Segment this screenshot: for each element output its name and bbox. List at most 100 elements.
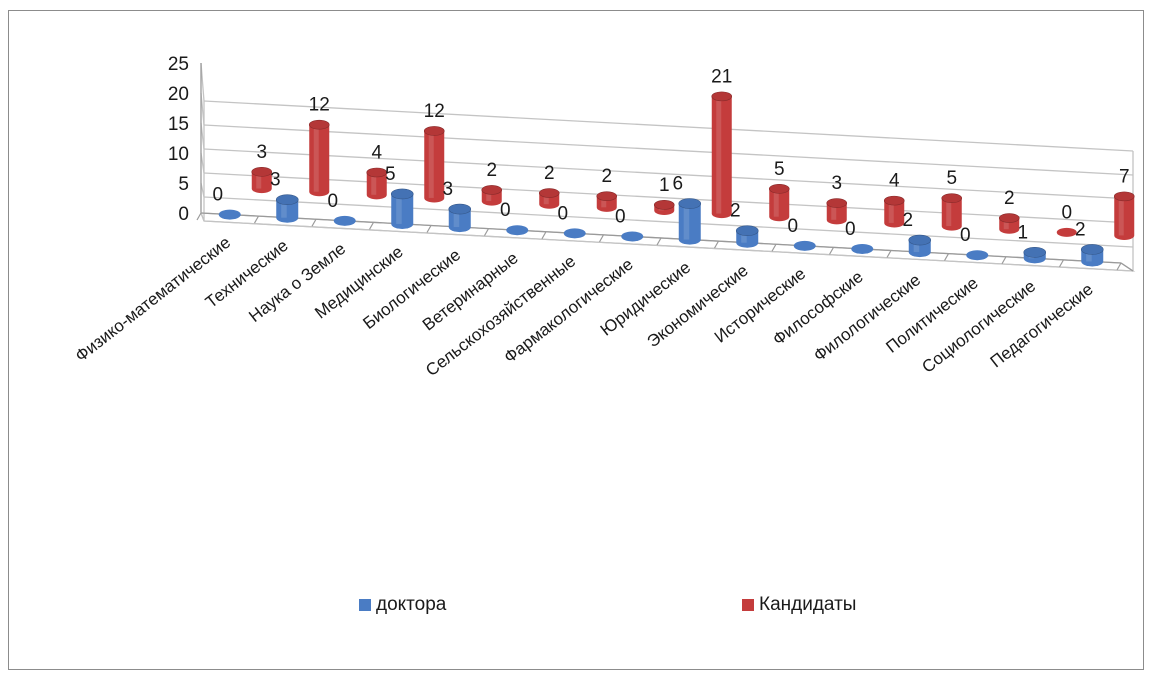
y-tick-label: 15 (168, 114, 189, 135)
x-tick (943, 253, 950, 261)
x-tick (483, 228, 490, 236)
data-label: 3 (256, 142, 267, 163)
x-tick (426, 225, 432, 233)
x-tick (1058, 259, 1065, 268)
data-label: 0 (845, 219, 856, 240)
data-label: 21 (711, 66, 732, 87)
floor-right-edge (1120, 262, 1134, 272)
x-tick-label: Педагогические (987, 280, 1097, 372)
x-tick (368, 222, 375, 230)
data-label: 12 (424, 101, 445, 122)
data-label: 4 (889, 171, 900, 192)
chart-svg: 0510152025Физико-математическиеТехническ… (72, 54, 1136, 380)
gridline (203, 196, 1134, 248)
data-label: 2 (1004, 188, 1015, 209)
y-tick-label: 0 (178, 204, 189, 225)
legend-swatch-candidates (742, 599, 754, 611)
bar-doctors (333, 215, 356, 226)
bar-candidates (423, 126, 445, 203)
x-tick (598, 234, 605, 243)
data-label: 0 (615, 206, 626, 227)
bar-doctors (621, 231, 644, 242)
x-tick (886, 250, 892, 258)
data-label: 0 (1061, 202, 1072, 223)
x-tick (828, 247, 835, 255)
gridline (203, 124, 1134, 176)
data-label: 5 (946, 168, 957, 189)
bar-doctors (793, 240, 816, 251)
bar-candidates (1056, 227, 1077, 237)
gridline (203, 172, 1134, 224)
data-label: 3 (831, 173, 842, 194)
bar-candidates (826, 198, 848, 225)
x-tick-label: Филологические (810, 270, 924, 365)
x-tick (253, 215, 260, 224)
data-label: 0 (960, 225, 971, 246)
legend-label-doctors: доктора (376, 594, 447, 615)
bar-doctors (1080, 244, 1104, 267)
bar-candidates (998, 213, 1020, 234)
bar-candidates (481, 185, 503, 206)
data-label: 2 (1075, 219, 1086, 240)
bar-doctors (218, 209, 241, 220)
bar-candidates (653, 200, 675, 215)
x-tick (656, 237, 662, 246)
bar-candidates (308, 119, 330, 197)
bar-candidates (596, 191, 618, 212)
x-tick (196, 212, 202, 221)
data-label: 0 (787, 216, 798, 237)
x-tick (771, 243, 777, 252)
y-tick-label: 5 (178, 174, 189, 195)
data-label: 5 (385, 164, 396, 185)
data-label: 5 (774, 159, 785, 180)
legend-doctors: доктора (359, 594, 446, 616)
x-tick-label: Социологические (918, 276, 1039, 376)
data-label: 2 (601, 166, 612, 187)
x-tick (311, 218, 317, 227)
data-label: 6 (672, 174, 683, 195)
gridline (203, 100, 1134, 152)
data-label: 0 (500, 200, 511, 221)
legend-swatch-doctors (359, 599, 371, 611)
bar-doctors (390, 188, 414, 229)
bar-doctors (275, 194, 299, 223)
legend-candidates: Кандидаты (742, 594, 856, 616)
data-label: 2 (486, 160, 497, 181)
data-label: 1 (659, 175, 670, 196)
bar-doctors (1023, 247, 1047, 264)
bar-doctors (448, 203, 472, 233)
bar-candidates (538, 188, 560, 209)
bar-doctors (735, 225, 759, 248)
data-label: 3 (442, 179, 453, 200)
data-label: 2 (730, 201, 741, 222)
y-tick-label: 10 (168, 144, 189, 165)
y-tick-label: 20 (168, 84, 189, 105)
data-label: 1 (1017, 222, 1028, 243)
data-label: 2 (902, 210, 913, 231)
bar-candidates (366, 167, 388, 200)
data-label: 0 (557, 203, 568, 224)
bar-candidates (1113, 191, 1135, 240)
x-tick (713, 240, 720, 249)
data-label: 0 (212, 185, 223, 206)
bar-candidates (883, 195, 905, 228)
data-label: 3 (270, 170, 281, 191)
bar-doctors (506, 225, 529, 236)
data-label: 4 (371, 142, 382, 163)
bar-candidates (941, 193, 963, 231)
data-label: 12 (309, 95, 330, 116)
data-label: 7 (1119, 166, 1130, 187)
data-label: 2 (544, 163, 555, 184)
bar-candidates (711, 91, 733, 219)
data-label: 0 (327, 191, 338, 212)
y-tick-label: 25 (168, 54, 189, 75)
bar-candidates (768, 183, 790, 222)
bar-doctors (678, 198, 702, 245)
chart-frame: 0 5 10 15 20 25 Физико-математические Техническ… (8, 10, 1144, 670)
bar-doctors (966, 250, 989, 261)
bar-doctors (563, 228, 586, 239)
legend-label-candidates: Кандидаты (759, 594, 857, 615)
bar-candidates (251, 167, 273, 194)
bar-doctors (908, 234, 932, 258)
x-tick (541, 231, 547, 240)
